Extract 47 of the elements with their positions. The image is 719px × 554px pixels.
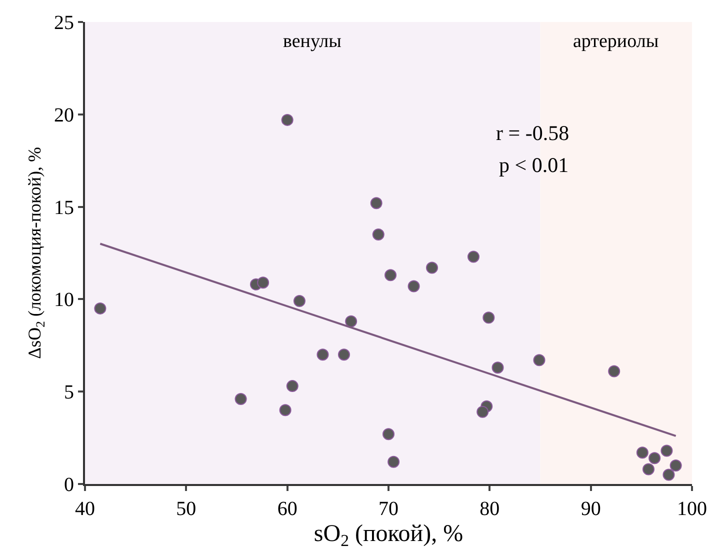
- y-tick-label: 15: [54, 196, 74, 219]
- band-label: венулы: [283, 31, 342, 52]
- point: [316, 348, 329, 361]
- point: [670, 460, 682, 472]
- point: [372, 228, 384, 241]
- x-tick-label: 70: [378, 498, 398, 520]
- point: [281, 114, 294, 126]
- x-axis-title: sO$_{2}$ (покой), %: [314, 520, 464, 550]
- point: [660, 444, 673, 457]
- point: [476, 406, 489, 418]
- annotation: r = -0.58: [496, 121, 570, 145]
- point: [533, 354, 546, 366]
- point: [345, 315, 358, 328]
- point: [467, 250, 480, 263]
- y-tick-label: 10: [54, 289, 74, 312]
- point: [338, 348, 350, 361]
- y-tick-label: 20: [54, 104, 74, 126]
- point: [293, 295, 306, 308]
- point: [384, 269, 397, 282]
- point: [642, 463, 654, 476]
- point: [94, 302, 106, 314]
- point: [648, 452, 661, 464]
- point: [482, 312, 495, 324]
- y-tick-label: 0: [64, 474, 74, 496]
- point: [636, 446, 648, 459]
- annotation: p < 0.01: [499, 153, 569, 177]
- point: [608, 365, 620, 378]
- x-tick-label: 40: [75, 498, 95, 520]
- x-tick-label: 60: [277, 498, 298, 520]
- point: [408, 280, 420, 292]
- x-tick-label: 90: [580, 498, 601, 520]
- band-label: артериолы: [573, 31, 659, 52]
- point: [370, 197, 382, 210]
- x-tick-label: 80: [480, 498, 500, 520]
- point: [286, 380, 298, 392]
- point: [426, 262, 438, 274]
- x-tick-label: 100: [677, 498, 707, 520]
- point: [382, 428, 394, 440]
- point: [662, 468, 675, 481]
- point: [388, 456, 400, 468]
- y-tick-label: 25: [54, 12, 74, 34]
- point: [492, 362, 504, 374]
- point: [234, 392, 247, 405]
- x-tick-label: 50: [176, 498, 196, 520]
- y-tick-label: 5: [64, 382, 74, 404]
- point: [279, 404, 292, 416]
- point: [257, 276, 270, 289]
